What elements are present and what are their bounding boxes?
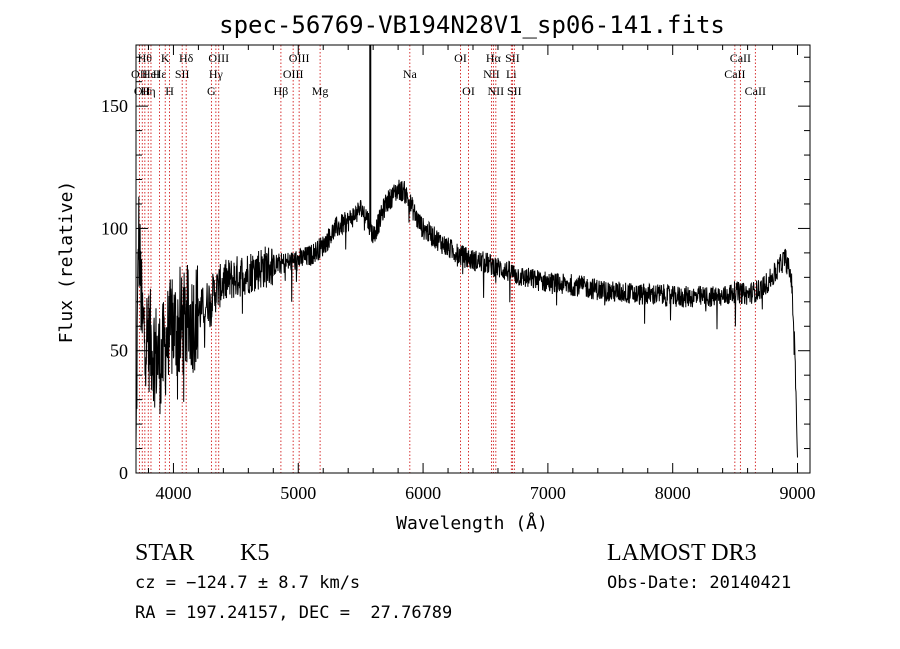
spectral-line-label: H [165,84,174,98]
spectral-line-label: NII [488,84,505,98]
spectral-line-label: Hα [486,51,502,65]
spectral-line-label: OII [131,67,148,81]
chart-title: spec-56769-VB194N28V1_sp06-141.fits [219,11,725,39]
spectral-line-label: Hδ [179,51,194,65]
line-markers: OIIOIIHθHηHeIHεKHSIIHδGHγOIIIHβOIIIOIIIM… [131,45,766,473]
y-axis-label: Flux (relative) [56,181,77,344]
y-tick-label: 150 [101,96,128,116]
x-axis-label: Wavelength (Å) [396,512,548,534]
object-subclass: K5 [240,540,270,566]
spectral-line-label: Hθ [138,51,153,65]
redshift-velocity: cz = −124.7 ± 8.7 km/s [135,573,361,593]
observation-date: Obs-Date: 20140421 [607,573,792,593]
y-tick-label: 50 [110,341,128,361]
plot-area [135,45,798,458]
spectral-line-label: OI [454,51,467,65]
spectral-line-label: CaII [730,51,751,65]
object-class: STAR [135,540,195,566]
coordinates: RA = 197.24157, DEC = 27.76789 [135,603,453,623]
spectral-line-label: G [207,84,216,98]
spectral-line-label: SII [507,84,522,98]
x-tick-label: 4000 [155,483,191,503]
spectral-line-label: OIII [283,67,304,81]
axes: 4000 5000 6000 7000 8000 9000 0 50 100 150 [101,44,816,503]
spectral-line-label: Na [403,67,418,81]
y-tick-label: 100 [101,218,128,238]
spectrum-chart: spec-56769-VB194N28V1_sp06-141.fits Wave… [56,11,816,534]
x-tick-label: 5000 [280,483,316,503]
spectrum-line [135,179,798,458]
x-tick-label: 7000 [530,483,566,503]
spectral-line-label: SII [505,51,520,65]
y-tick-label: 0 [119,463,128,483]
spectral-line-label: CaII [724,67,745,81]
spectral-line-label: Li [506,67,517,81]
x-tick-label: 8000 [655,483,691,503]
spectral-line-label: Hη [141,84,156,98]
spectral-line-label: OI [462,84,475,98]
spectral-line-label: OIII [208,51,229,65]
spectral-line-label: CaII [745,84,766,98]
spectral-line-label: NII [483,67,500,81]
x-tick-label: 6000 [405,483,441,503]
spectral-line-label: OII [134,84,151,98]
x-tick-label: 9000 [780,483,816,503]
spectral-line-label: OIII [289,51,310,65]
survey-name: LAMOST DR3 [607,540,757,566]
spectral-line-label: Hγ [209,67,224,81]
spectral-line-label: Hε [153,67,167,81]
spectral-line-label: K [161,51,170,65]
spectral-line-label: HeI [142,67,160,81]
spectral-line-label: Hβ [274,84,289,98]
spectral-line-label: SII [175,67,190,81]
spectral-line-label: Mg [312,84,329,98]
